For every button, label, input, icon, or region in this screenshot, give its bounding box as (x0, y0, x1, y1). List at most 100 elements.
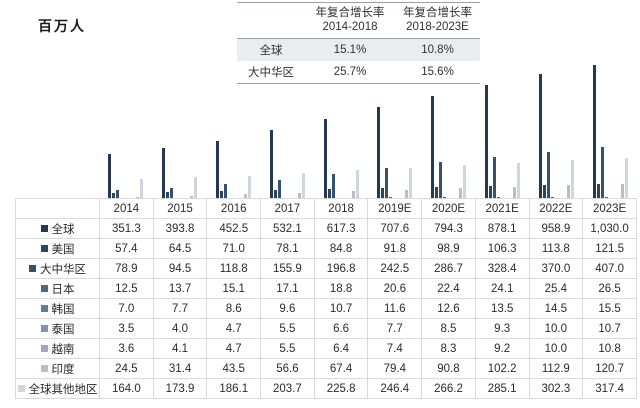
bar-group-2015 (153, 56, 207, 200)
value-cell: 17.1 (260, 278, 315, 299)
value-cell: 7.7 (367, 318, 423, 339)
bar-大中华区 (170, 187, 174, 200)
bar-全球 (215, 140, 219, 200)
bar-印度 (297, 192, 301, 200)
bar-全球 (162, 148, 166, 200)
value-cell: 317.4 (582, 378, 637, 399)
value-cell: 22.4 (421, 278, 476, 299)
value-cell: 20.6 (367, 278, 423, 299)
value-cell: 794.3 (421, 218, 476, 239)
bar-大中华区 (385, 168, 389, 200)
value-cell: 43.5 (206, 358, 262, 379)
legend-swatch (40, 324, 48, 332)
cagr-value: 15.6% (421, 66, 454, 78)
value-cell: 370.0 (528, 258, 584, 279)
value-cell: 25.4 (528, 278, 584, 299)
legend-swatch (40, 364, 48, 372)
bar-美国 (219, 190, 223, 200)
value-cell: 10.8 (582, 338, 637, 359)
row-label-cell: 泰国 (15, 318, 100, 339)
table-row: 全球 351.3 393.8 452.5 532.1 617.3 707.6 794.3 878… (15, 218, 637, 239)
row-label-cell: 印度 (15, 358, 100, 379)
bar-印度 (190, 195, 194, 200)
year-header-cell: 2016 (206, 198, 262, 219)
bar-大中华区 (223, 184, 227, 200)
value-cell: 155.9 (260, 258, 315, 279)
legend-swatch (40, 284, 48, 292)
cagr-row-label: 全球 (259, 45, 283, 57)
value-cell: 112.9 (528, 358, 584, 379)
bar-全球 (431, 95, 435, 200)
year-header-cell: 2015 (152, 198, 208, 219)
value-cell: 8.3 (421, 338, 476, 359)
row-label: 日本 (51, 283, 75, 296)
cagr-col1-line2: 2014-2018 (322, 21, 378, 33)
row-label-cell: 大中华区 (15, 258, 100, 279)
legend-swatch (40, 304, 48, 312)
value-cell: 242.5 (367, 258, 423, 279)
value-cell: 94.5 (152, 258, 208, 279)
year-header-cell: 2022E (528, 198, 584, 219)
value-cell: 617.3 (313, 218, 369, 239)
value-cell: 78.1 (260, 238, 315, 259)
bar-全球其他地区 (409, 167, 413, 200)
value-cell: 10.7 (313, 298, 369, 319)
data-table: 2014 2015 2016 2017 2018 2019E 2020E 2021E 2022E… (15, 198, 637, 399)
table-row: 泰国 3.5 4.0 4.7 5.5 6.6 7.7 8.5 9.3 10.0 10.7 (15, 318, 637, 339)
bar-全球 (108, 154, 112, 200)
value-cell: 203.7 (260, 378, 315, 399)
value-cell: 407.0 (582, 258, 637, 279)
bar-印度 (566, 185, 570, 200)
row-label-cell: 韩国 (15, 298, 100, 319)
bar-大中华区 (600, 146, 604, 200)
value-cell: 4.7 (206, 338, 262, 359)
bar-美国 (488, 186, 492, 200)
bar-全球其他地区 (355, 170, 359, 200)
bar-全球其他地区 (570, 160, 574, 200)
row-label: 印度 (51, 363, 75, 376)
bar-大中华区 (492, 157, 496, 200)
value-cell: 164.0 (99, 378, 154, 399)
value-cell: 3.6 (99, 338, 154, 359)
value-cell: 196.8 (313, 258, 369, 279)
bar-group-2023E (583, 56, 637, 200)
value-cell: 4.7 (206, 318, 262, 339)
row-label: 大中华区 (40, 263, 86, 276)
bar-美国 (273, 189, 277, 200)
bar-group-2019E (368, 56, 422, 200)
value-cell: 6.4 (313, 338, 369, 359)
year-header-cell: 2021E (474, 198, 530, 219)
cagr-row-label: 大中华区 (248, 67, 294, 79)
value-cell: 121.5 (582, 238, 637, 259)
row-label-cell: 美国 (15, 238, 100, 259)
value-cell: 286.7 (421, 258, 476, 279)
value-cell: 14.5 (528, 298, 584, 319)
value-cell: 12.5 (99, 278, 154, 299)
value-cell: 10.7 (582, 318, 637, 339)
value-cell: 79.4 (367, 358, 423, 379)
value-cell: 225.8 (313, 378, 369, 399)
bar-印度 (620, 184, 624, 200)
row-label-cell: 全球 (15, 218, 100, 239)
row-label: 韩国 (51, 303, 75, 316)
value-cell: 84.8 (313, 238, 369, 259)
value-cell: 67.4 (313, 358, 369, 379)
legend-swatch (17, 384, 25, 392)
value-cell: 9.3 (474, 318, 530, 339)
value-cell: 285.1 (474, 378, 530, 399)
cagr-value: 10.8% (421, 44, 454, 56)
bar-印度 (405, 189, 409, 200)
value-cell: 24.5 (99, 358, 154, 379)
year-header-cell: 2020E (421, 198, 476, 219)
value-cell: 5.5 (260, 338, 315, 359)
bar-美国 (596, 184, 600, 200)
year-header-cell: 2023E (582, 198, 637, 219)
value-cell: 10.0 (528, 318, 584, 339)
table-row: 大中华区 78.9 94.5 118.8 155.9 196.8 242.5 286.7 328… (15, 258, 637, 279)
bar-大中华区 (277, 179, 281, 200)
value-cell: 26.5 (582, 278, 637, 299)
cagr-col1-header: 年复合增长率 2014-2018 (305, 6, 395, 34)
year-header-cell: 2014 (99, 198, 154, 219)
value-cell: 18.8 (313, 278, 369, 299)
bar-大中华区 (546, 151, 550, 200)
